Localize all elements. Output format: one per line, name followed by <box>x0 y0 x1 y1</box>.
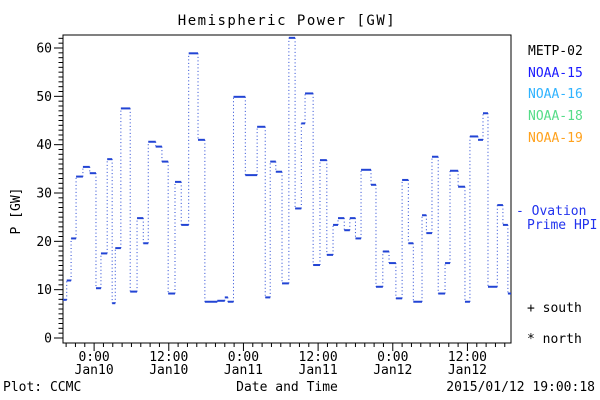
x-tick-time-label: 12:00 <box>299 350 338 365</box>
y-tick-label: 50 <box>36 90 52 105</box>
x-tick-date-label: Jan11 <box>299 363 338 378</box>
y-axis-title: P [GW] <box>9 188 24 235</box>
ovation-legend-line2: Prime HPI <box>527 218 598 233</box>
plot-credit: Plot: CCMC <box>3 380 82 395</box>
south-marker-label: + south <box>527 301 582 316</box>
ovation-legend-line1: - Ovation <box>516 204 587 219</box>
plot-frame <box>62 34 512 344</box>
legend-item-noaa-16: NOAA-16 <box>528 87 583 103</box>
plot-timestamp: 2015/01/12 19:00:18 <box>446 380 595 395</box>
x-tick-date-label: Jan10 <box>149 363 188 378</box>
legend-item-noaa-19: NOAA-19 <box>528 130 583 146</box>
x-tick-date-label: Jan11 <box>224 363 263 378</box>
x-tick-date-label: Jan12 <box>373 363 412 378</box>
x-tick-time-label: 12:00 <box>149 350 188 365</box>
legend-item-noaa-15: NOAA-15 <box>528 65 583 81</box>
y-tick-label: 20 <box>36 235 52 250</box>
y-tick-label: 30 <box>36 187 52 202</box>
y-tick-label: 0 <box>44 332 52 347</box>
x-tick-date-label: Jan10 <box>75 363 114 378</box>
legend-item-noaa-18: NOAA-18 <box>528 109 583 125</box>
x-axis-title: Date and Time <box>236 380 338 395</box>
y-tick-label: 40 <box>36 138 52 153</box>
x-tick-time-label: 0:00 <box>377 350 408 365</box>
x-tick-time-label: 0:00 <box>228 350 259 365</box>
legend-item-metp-02: METP-02 <box>528 44 583 59</box>
y-tick-label: 60 <box>36 42 52 57</box>
x-tick-time-label: 12:00 <box>448 350 487 365</box>
x-tick-time-label: 0:00 <box>78 350 109 365</box>
north-marker-label: * north <box>527 332 582 347</box>
y-tick-label: 10 <box>36 283 52 298</box>
x-tick-date-label: Jan12 <box>448 363 487 378</box>
chart-title: Hemispheric Power [GW] <box>177 13 397 29</box>
